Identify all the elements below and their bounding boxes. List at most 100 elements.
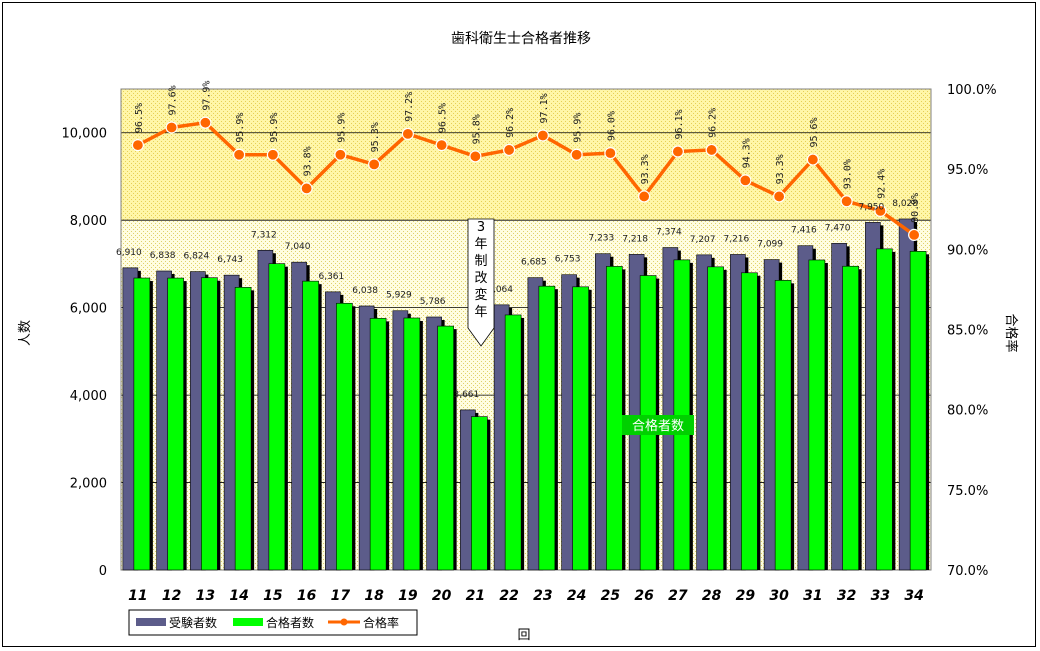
y2-axis-title: 合格率 xyxy=(1003,313,1019,352)
rate-point xyxy=(131,139,144,152)
x-tick-label: 28 xyxy=(702,588,722,604)
rate-point xyxy=(604,147,617,160)
x-tick-label: 15 xyxy=(263,588,283,604)
x-axis-title: 回 xyxy=(517,628,530,643)
bar-value-label: 3,661 xyxy=(453,390,479,400)
y-axis-right: 70.0% 75.0% 80.0% 85.0% 90.0% 95.0% 100.0% xyxy=(947,83,997,579)
x-tick-label: 27 xyxy=(668,588,688,604)
rate-value-label: 93.8% xyxy=(303,146,314,176)
legend-label-passers: 合格者数 xyxy=(266,615,314,630)
rate-value-label: 95.9% xyxy=(235,113,246,143)
bar-passers xyxy=(201,277,218,571)
rate-value-label: 96.2% xyxy=(708,108,719,138)
bar-value-label: 7,218 xyxy=(622,234,648,244)
data-labels: 6,910 6,838 6,824 6,743 7,312 7,040 6,361 6,038… xyxy=(116,81,921,400)
x-tick-label: 16 xyxy=(297,588,317,604)
rate-point xyxy=(300,182,313,195)
bar-passers xyxy=(572,286,589,571)
x-tick-label: 26 xyxy=(634,588,654,604)
bar-passers xyxy=(268,263,286,571)
rate-value-label: 96.5% xyxy=(438,103,449,133)
bar-passers xyxy=(808,259,826,571)
bar-value-label: 7,099 xyxy=(757,240,783,250)
rate-value-label: 95.3% xyxy=(370,122,381,152)
rate-value-label: 93.0% xyxy=(843,159,854,189)
bar-value-label: 7,950 xyxy=(858,202,884,212)
bar-value-label: 7,312 xyxy=(251,230,277,240)
x-tick-label: 13 xyxy=(196,588,215,604)
rate-value-label: 97.9% xyxy=(201,81,212,111)
bar-passers xyxy=(606,266,623,571)
bar-value-label: 7,233 xyxy=(588,234,614,244)
callout-text: 3 年制改変年 xyxy=(474,220,487,320)
legend-label-examinees: 受験者数 xyxy=(169,615,217,630)
rate-point xyxy=(199,116,212,129)
y-tick-label: 2,000 xyxy=(70,477,107,492)
legend: 受験者数 合格者数 合格率 xyxy=(128,609,418,636)
x-tick-label: 11 xyxy=(128,588,147,604)
x-tick-label: 17 xyxy=(331,588,351,604)
y-axis-label: 人数 合格率 回 xyxy=(18,313,1019,643)
rate-value-label: 95.9% xyxy=(336,113,347,143)
bar-passers xyxy=(471,416,488,571)
rate-value-label: 96.0% xyxy=(606,111,617,141)
bars xyxy=(122,218,930,571)
bar-passers xyxy=(369,318,387,571)
rate-value-label: 90.9% xyxy=(910,193,921,223)
rate-point xyxy=(165,121,178,134)
y2-tick-label: 85.0% xyxy=(947,324,988,339)
rate-value-label: 93.3% xyxy=(640,154,651,184)
bar-passers xyxy=(336,302,353,571)
chart-svg: 歯科衛生士合格者推移 0 2,000 4,000 6,000 8,000 10,000 7… xyxy=(18,31,1019,643)
y2-tick-label: 90.0% xyxy=(947,243,988,258)
rate-value-label: 95.6% xyxy=(809,117,820,147)
x-tick-label: 34 xyxy=(904,588,923,604)
bar-value-label: 7,470 xyxy=(825,223,851,233)
rate-value-label: 95.9% xyxy=(573,113,584,143)
y2-tick-label: 95.0% xyxy=(947,163,988,178)
plot-border xyxy=(120,88,932,571)
x-tick-label: 12 xyxy=(162,588,181,604)
rate-value-label: 92.4% xyxy=(876,169,887,199)
y2-tick-label: 70.0% xyxy=(947,564,988,579)
bar-passers xyxy=(842,265,859,571)
y-axis-title: 人数 xyxy=(18,320,33,346)
rate-point xyxy=(503,143,516,157)
plot-area xyxy=(120,88,932,571)
bar-value-label: 5,929 xyxy=(386,291,412,301)
rate-point xyxy=(638,190,651,203)
bar-value-label: 6,743 xyxy=(217,255,243,265)
bar-passers xyxy=(741,272,758,571)
series-label-box xyxy=(622,415,694,435)
rate-value-label: 97.1% xyxy=(539,93,550,123)
bar-value-label: 6,361 xyxy=(318,272,344,282)
x-tick-label: 30 xyxy=(769,588,789,604)
bar-passers xyxy=(302,280,319,571)
bar-passers xyxy=(167,277,184,571)
bar-value-label: 6,824 xyxy=(183,252,209,262)
x-tick-label: 23 xyxy=(533,588,552,604)
rate-line xyxy=(131,116,921,242)
rate-point xyxy=(536,129,549,142)
rate-point xyxy=(671,145,684,158)
rate-point xyxy=(469,150,482,163)
x-tick-label: 22 xyxy=(499,588,518,604)
y-tick-label: 4,000 xyxy=(70,389,107,404)
rate-value-label: 94.3% xyxy=(741,138,752,168)
rate-value-label: 93.3% xyxy=(775,154,786,184)
y2-tick-label: 100.0% xyxy=(947,83,997,98)
bar-value-label: 6,753 xyxy=(555,255,581,265)
callout-arrow xyxy=(467,218,495,347)
x-tick-label: 31 xyxy=(803,588,822,604)
rate-point xyxy=(266,148,279,161)
rate-point xyxy=(233,148,246,161)
y-tick-label: 0 xyxy=(99,564,107,579)
rate-point xyxy=(368,158,381,171)
y-tick-label: 6,000 xyxy=(70,302,107,317)
x-tick-label: 19 xyxy=(398,588,418,604)
rate-point xyxy=(773,190,786,203)
rate-point xyxy=(908,228,921,242)
y-axis-left: 0 2,000 4,000 6,000 8,000 10,000 xyxy=(62,127,108,579)
rate-value-label: 95.9% xyxy=(269,113,280,143)
bar-passers xyxy=(909,251,927,571)
